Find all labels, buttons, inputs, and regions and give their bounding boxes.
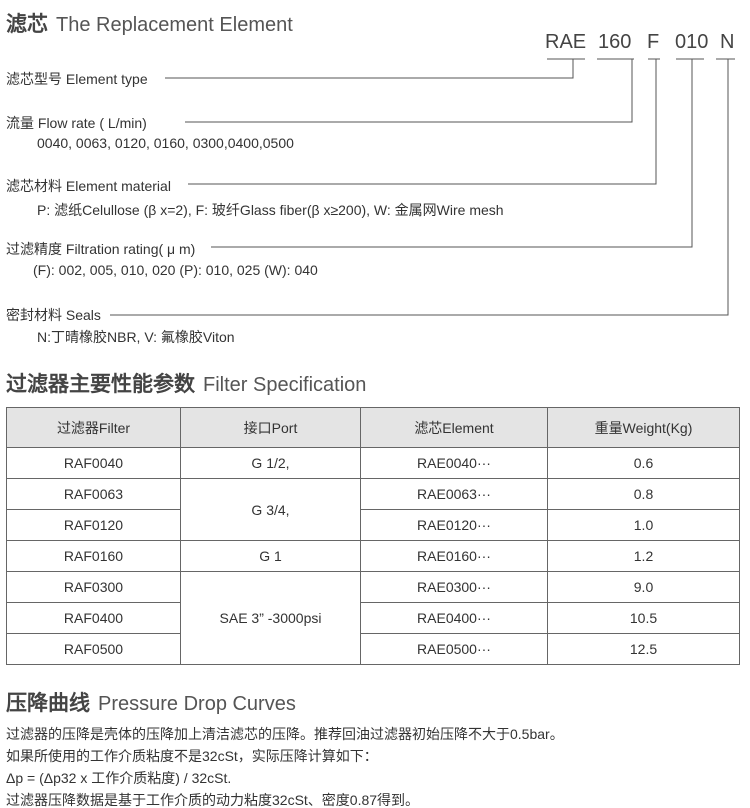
cell: RAF0500 xyxy=(6,633,181,665)
col-weight: 重量Weight(Kg) xyxy=(547,407,740,448)
seals-values: N:丁晴橡胶NBR, V: 氟橡胶Viton xyxy=(37,329,235,345)
col-filter: 过滤器Filter xyxy=(6,407,181,448)
table-row: RAF0120 RAE0120··· 1.0 xyxy=(6,509,740,541)
cell: RAF0120 xyxy=(6,509,181,541)
table-header: 过滤器Filter 接口Port 滤芯Element 重量Weight(Kg) xyxy=(6,407,740,448)
cell: G 3/4, xyxy=(180,478,361,541)
field-seals: 密封材料 Seals xyxy=(6,307,101,323)
table-row: RAF0160 G 1 RAE0160··· 1.2 xyxy=(6,540,740,572)
pressure-text: 过滤器的压降是壳体的压降加上清洁滤芯的压降。推荐回油过滤器初始压降不大于0.5b… xyxy=(6,726,564,742)
callout-lines xyxy=(110,58,735,316)
code-seal: N xyxy=(720,31,735,53)
field-flow-rate: 流量 Flow rate ( L/min) xyxy=(6,115,147,131)
cell: RAF0300 xyxy=(6,571,181,603)
heading-cn: 过滤器主要性能参数 xyxy=(6,373,195,396)
heading-en: Filter Specification xyxy=(203,374,367,396)
cell: G 1/2, xyxy=(180,447,361,479)
cell: RAE0160··· xyxy=(360,540,548,572)
cell: 12.5 xyxy=(547,633,740,665)
cell: 1.0 xyxy=(547,509,740,541)
pressure-formula: Δp = (Δp32 x 工作介质粘度) / 32cSt. xyxy=(6,770,232,786)
pressure-text: 如果所使用的工作介质粘度不是32cSt，实际压降计算如下： xyxy=(6,748,378,764)
heading-cn: 滤芯 xyxy=(6,13,48,36)
spec-heading: 过滤器主要性能参数 Filter Specification xyxy=(6,368,366,398)
heading-en: Pressure Drop Curves xyxy=(98,693,296,715)
pressure-heading: 压降曲线 Pressure Drop Curves xyxy=(6,687,296,717)
heading-en: The Replacement Element xyxy=(56,14,293,36)
heading-cn: 压降曲线 xyxy=(6,692,90,715)
cell: RAE0040··· xyxy=(360,447,548,479)
cell: RAE0120··· xyxy=(360,509,548,541)
table-row: RAF0063 G 3/4, RAE0063··· 0.8 xyxy=(6,478,740,541)
cell: RAF0063 xyxy=(6,478,181,510)
table-row: RAF0040 G 1/2, RAE0040··· 0.6 xyxy=(6,447,740,479)
cell: RAF0400 xyxy=(6,602,181,634)
cell: 1.2 xyxy=(547,540,740,572)
field-element-type: 滤芯型号 Element type xyxy=(6,71,148,87)
field-material: 滤芯材料 Element material xyxy=(6,178,171,194)
cell: 0.6 xyxy=(547,447,740,479)
spec-table: 过滤器Filter 接口Port 滤芯Element 重量Weight(Kg) RAF… xyxy=(6,407,740,665)
table-row: RAF0400 RAE0400··· 10.5 xyxy=(6,602,740,634)
code-flow: 160 xyxy=(598,31,632,53)
table-row: RAF0300 SAE 3” -3000psi RAE0300··· 9.0 xyxy=(6,571,740,665)
cell: RAF0040 xyxy=(6,447,181,479)
cell: RAE0300··· xyxy=(360,571,548,603)
pressure-text: 过滤器压降数据是基于工作介质的动力粘度32cSt、密度0.87得到。 xyxy=(6,792,420,808)
element-heading: 滤芯 The Replacement Element xyxy=(6,8,293,38)
cell: SAE 3” -3000psi xyxy=(180,571,361,665)
cell: RAF0160 xyxy=(6,540,181,572)
col-port: 接口Port xyxy=(180,407,361,448)
filtration-values: (F): 002, 005, 010, 020 (P): 010, 025 (W… xyxy=(33,262,318,278)
code-type: RAE xyxy=(545,31,587,53)
cell: RAE0063··· xyxy=(360,478,548,510)
flow-rate-values: 0040, 0063, 0120, 0160, 0300,0400,0500 xyxy=(37,135,294,151)
cell: RAE0500··· xyxy=(360,633,548,665)
code-rating: 010 xyxy=(675,31,709,53)
table-row: RAF0500 RAE0500··· 12.5 xyxy=(6,633,740,665)
cell: 9.0 xyxy=(547,571,740,603)
cell: 10.5 xyxy=(547,602,740,634)
material-values: P: 滤纸Celullose (β x=2), F: 玻纤Glass fiber… xyxy=(37,202,504,218)
code-material: F xyxy=(647,31,660,53)
cell: RAE0400··· xyxy=(360,602,548,634)
cell: 0.8 xyxy=(547,478,740,510)
cell: G 1 xyxy=(180,540,361,572)
col-element: 滤芯Element xyxy=(360,407,548,448)
field-filtration: 过滤精度 Filtration rating( μ m) xyxy=(6,241,196,257)
